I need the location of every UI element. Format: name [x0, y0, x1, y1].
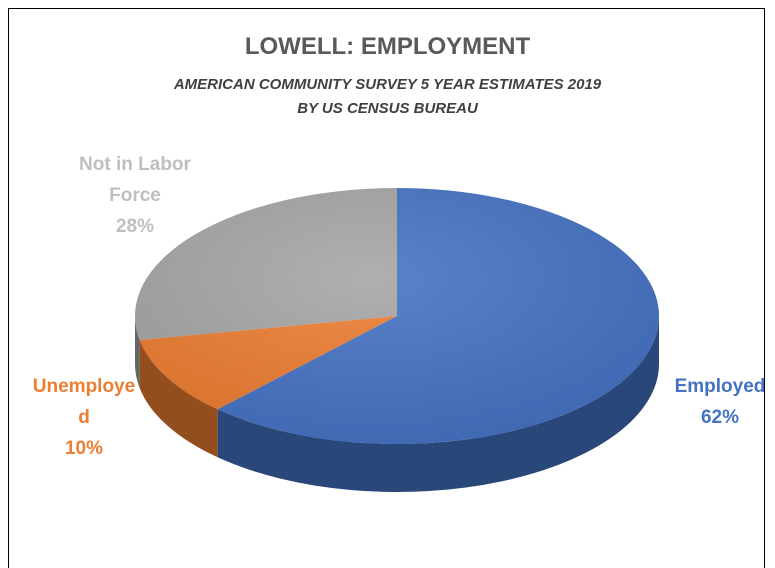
pie-labels: Employed 62% Unemploye d 10% Not in Labor Forc…: [33, 154, 766, 459]
chart-title: LOWELL: EMPLOYMENT: [244, 33, 531, 60]
data-label-not-in-labor-force: Not in Labor Force 28%: [79, 154, 191, 237]
data-label-unemployed: Unemploye d 10%: [33, 376, 135, 459]
pie-side-employed: [217, 316, 659, 492]
pie-tops: [134, 188, 660, 444]
data-label-employed: Employed 62%: [675, 376, 766, 428]
chart-subtitle-line-2: BY US CENSUS BUREAU: [297, 100, 478, 117]
chart-subtitle-line-1: AMERICAN COMMUNITY SURVEY 5 YEAR ESTIMAT…: [173, 76, 602, 93]
pie-slice-not-in-labor-force: [134, 188, 397, 340]
